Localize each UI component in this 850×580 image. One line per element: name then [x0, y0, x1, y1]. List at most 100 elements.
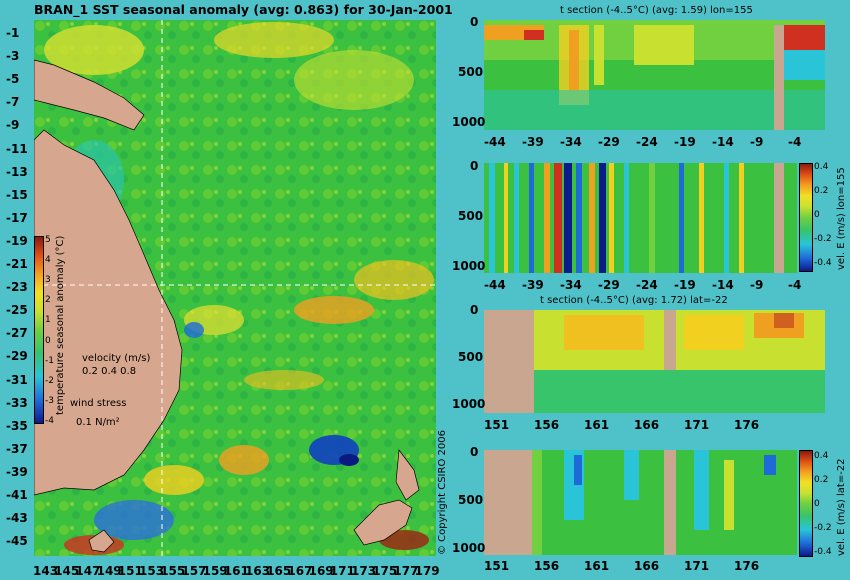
wind-stress-legend-label: wind stress [70, 398, 127, 409]
map-x-tick-label: 145 [54, 564, 80, 578]
panel2-colorbar-tick: 0 [814, 210, 820, 220]
map-colorbar-tick: -1 [45, 355, 54, 366]
velocity-legend-label: velocity (m/s) [82, 353, 151, 364]
map-y-tick-label: -13 [6, 164, 28, 179]
map-x-tick-label: 161 [223, 564, 249, 578]
map-x-tick-label: 153 [139, 564, 165, 578]
panel2-x-tick-label: -24 [636, 278, 658, 292]
map-colorbar-tick: 1 [45, 315, 51, 326]
map-x-tick-label: 147 [75, 564, 101, 578]
copyright-text: © Copyright CSIRO 2006 [437, 430, 448, 555]
map-y-tick-label: -9 [6, 118, 20, 133]
panel4-colorbar-tick: -0.2 [814, 523, 832, 533]
map-colorbar-tick: 2 [45, 295, 51, 306]
panel4-colorbar-tick: 0.4 [814, 451, 829, 461]
panel3-x-tick-label: 166 [634, 418, 660, 432]
t-section-lon155-plot[interactable] [484, 20, 825, 130]
panel4-x-tick-label: 171 [684, 559, 710, 573]
map-y-tick-label: -15 [6, 187, 28, 202]
map-colorbar-tick: -2 [45, 375, 54, 386]
panel4-y-tick-label: 500 [458, 493, 484, 507]
map-x-tick-label: 171 [329, 564, 355, 578]
panel2-y-tick-label: 1000 [452, 259, 486, 273]
panel2-colorbar-tick: -0.4 [814, 258, 832, 268]
panel2-colorbar-tick: -0.2 [814, 234, 832, 244]
map-x-tick-label: 175 [372, 564, 398, 578]
map-y-tick-label: -23 [6, 280, 28, 295]
map-x-tick-label: 151 [117, 564, 143, 578]
v-section-lat-22-plot[interactable] [484, 450, 797, 555]
panel2-colorbar-tick: 0.4 [814, 162, 829, 172]
panel1-x-tick-label: -24 [636, 135, 658, 149]
map-y-tick-label: -37 [6, 441, 28, 456]
map-colorbar-tick: -3 [45, 395, 54, 406]
panel2-colorbar-tick: 0.2 [814, 186, 829, 196]
map-y-tick-label: -43 [6, 511, 28, 526]
panel2-x-tick-label: -9 [750, 278, 764, 292]
panel4-y-tick-label: 1000 [452, 541, 486, 555]
map-y-tick-label: -45 [6, 534, 28, 549]
panel2-colorbar [799, 163, 813, 272]
map-x-tick-label: 163 [245, 564, 271, 578]
panel2-x-tick-label: -29 [598, 278, 620, 292]
new-zealand-north [395, 449, 420, 501]
panel4-y-tick-label: 0 [470, 445, 479, 459]
panel3-y-tick-label: 500 [458, 350, 484, 364]
panel1-x-tick-label: -34 [560, 135, 582, 149]
new-guinea [34, 59, 145, 131]
map-colorbar-tick: 5 [45, 235, 51, 245]
map-title: BRAN_1 SST seasonal anomaly (avg: 0.863)… [34, 2, 453, 17]
panel1-y-tick-label: 500 [458, 65, 484, 79]
map-y-tick-label: -25 [6, 303, 28, 318]
panel4-x-tick-label: 156 [534, 559, 560, 573]
map-y-tick-label: -35 [6, 418, 28, 433]
map-y-tick-label: -11 [6, 141, 28, 156]
map-x-tick-label: 157 [181, 564, 207, 578]
map-y-tick-label: -3 [6, 49, 20, 64]
panel3-x-tick-label: 156 [534, 418, 560, 432]
map-x-tick-label: 167 [287, 564, 313, 578]
panel1-x-tick-label: -19 [674, 135, 696, 149]
map-land [34, 59, 420, 553]
panel1-x-tick-label: -44 [484, 135, 506, 149]
map-x-tick-label: 169 [308, 564, 334, 578]
panel4-colorbar-tick: -0.4 [814, 547, 832, 557]
panel2-colorbar-label: vel. E (m/s) lon=155 [836, 167, 847, 270]
map-colorbar-label: temperature seasonal anomaly (°C) [55, 235, 66, 415]
panel3-y-tick-label: 0 [470, 303, 479, 317]
t-section-lat-22-plot[interactable] [484, 310, 825, 413]
panel4-x-tick-label: 166 [634, 559, 660, 573]
panel2-x-tick-label: -14 [712, 278, 734, 292]
map-colorbar-tick: -4 [45, 415, 54, 426]
panel4-x-tick-label: 176 [734, 559, 760, 573]
map-x-tick-label: 149 [96, 564, 122, 578]
map-y-tick-label: -7 [6, 95, 20, 110]
new-zealand-south [353, 499, 413, 546]
panel4-colorbar-tick: 0 [814, 499, 820, 509]
map-x-tick-label: 143 [33, 564, 59, 578]
map-colorbar-tick: 4 [45, 255, 51, 266]
panel3-y-tick-label: 1000 [452, 397, 486, 411]
panel1-x-tick-label: -39 [522, 135, 544, 149]
wind-stress-legend-value: 0.1 N/m² [76, 417, 120, 428]
map-y-tick-label: -31 [6, 372, 28, 387]
map-colorbar-tick: 3 [45, 275, 51, 286]
australia [34, 129, 183, 496]
map-y-tick-label: -39 [6, 464, 28, 479]
map-y-tick-label: -17 [6, 210, 28, 225]
panel2-x-tick-label: -44 [484, 278, 506, 292]
sst-anomaly-map[interactable] [34, 20, 436, 556]
panel1-y-tick-label: 1000 [452, 115, 486, 129]
panel2-y-tick-label: 0 [470, 159, 479, 173]
panel4-x-tick-label: 161 [584, 559, 610, 573]
map-x-tick-label: 179 [414, 564, 440, 578]
panel3-x-tick-label: 151 [484, 418, 510, 432]
panel4-x-tick-label: 151 [484, 559, 510, 573]
map-x-tick-label: 173 [351, 564, 377, 578]
map-y-tick-label: -21 [6, 257, 28, 271]
panel3-x-tick-label: 171 [684, 418, 710, 432]
panel2-x-tick-label: -39 [522, 278, 544, 292]
panel3-x-tick-label: 176 [734, 418, 760, 432]
v-section-lon155-plot[interactable] [484, 163, 797, 273]
panel4-colorbar [799, 450, 813, 557]
